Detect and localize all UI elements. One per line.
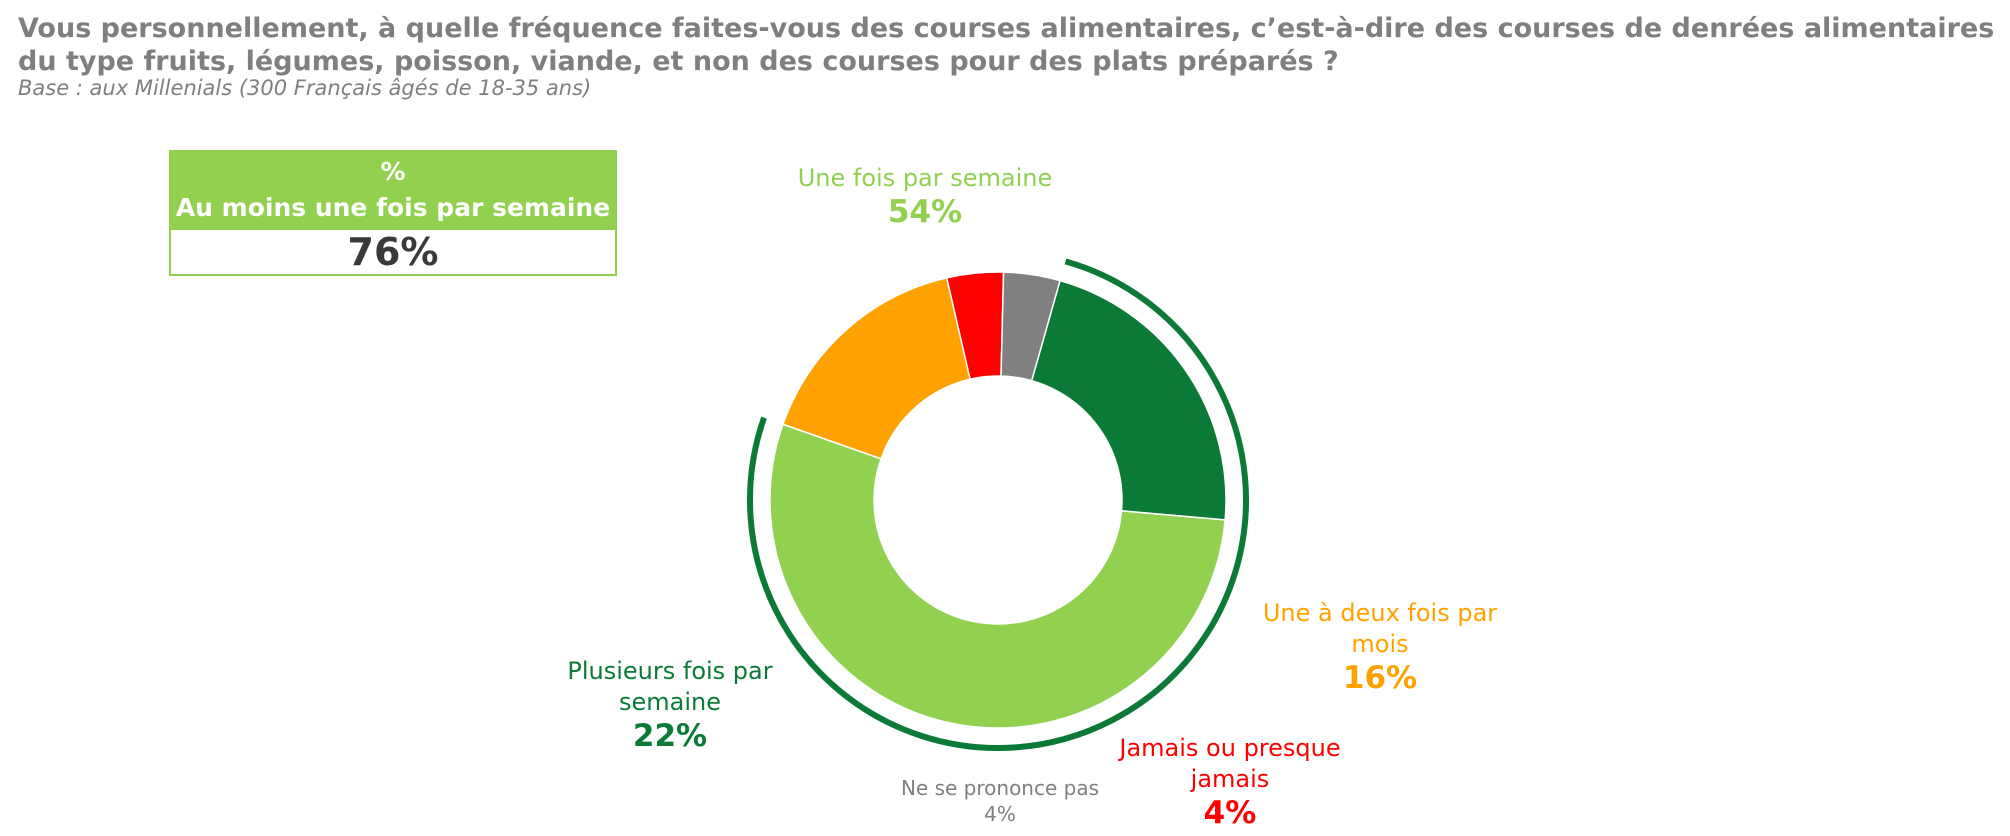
label-une-a-deux-fois-par-mois: Une à deux fois par mois 16% bbox=[1240, 598, 1520, 696]
slice-label-text: Jamais ou presque jamais bbox=[1119, 734, 1341, 793]
summary-symbol: % bbox=[380, 157, 406, 186]
label-jamais-ou-presque-jamais: Jamais ou presque jamais 4% bbox=[1090, 733, 1370, 831]
bracket-arc bbox=[747, 258, 1249, 751]
slice-label-text: Une à deux fois par mois bbox=[1262, 599, 1498, 658]
slice-label-text: Plusieurs fois par semaine bbox=[567, 657, 773, 716]
summary-box: % Au moins une fois par semaine 76% bbox=[169, 150, 617, 276]
slice-label-value: 4% bbox=[984, 802, 1016, 826]
chart-title: Vous personnellement, à quelle fréquence… bbox=[18, 13, 1995, 77]
slice-label-text: Une fois par semaine bbox=[797, 164, 1053, 192]
slice-plusieurs-fois-par-semaine bbox=[1030, 279, 1227, 521]
slice-label-value: 4% bbox=[1203, 795, 1257, 831]
label-une-fois-par-semaine: Une fois par semaine 54% bbox=[750, 163, 1100, 230]
label-ne-se-prononce-pas: Ne se prononce pas 4% bbox=[880, 775, 1120, 827]
slice-une-a-deux-fois-par-mois bbox=[781, 276, 972, 460]
summary-value: 76% bbox=[347, 230, 439, 274]
summary-header: % Au moins une fois par semaine bbox=[171, 152, 615, 230]
label-plusieurs-fois-par-semaine: Plusieurs fois par semaine 22% bbox=[540, 656, 800, 754]
slice-label-text: Ne se prononce pas bbox=[900, 776, 1100, 800]
slice-label-value: 54% bbox=[887, 194, 963, 230]
chart-subtitle: Base : aux Millenials (300 Français âgés… bbox=[18, 76, 592, 100]
slice-une-fois-par-semaine bbox=[769, 423, 1226, 729]
slice-label-value: 22% bbox=[632, 718, 708, 754]
summary-label: Au moins une fois par semaine bbox=[175, 193, 611, 222]
slice-label-value: 16% bbox=[1342, 660, 1418, 696]
